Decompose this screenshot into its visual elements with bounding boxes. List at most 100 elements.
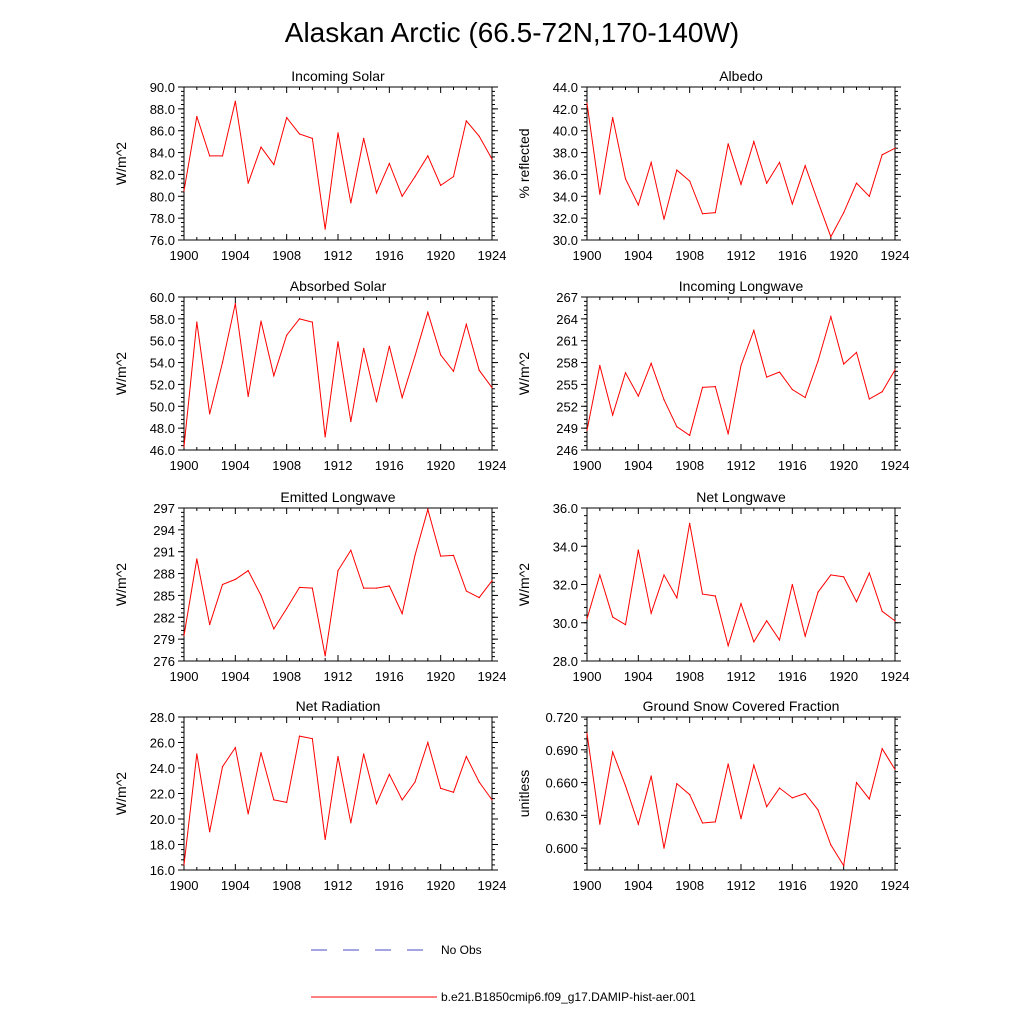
data-point: [183, 634, 185, 637]
data-point: [260, 594, 262, 597]
series-line: [586, 314, 896, 437]
y-tick-label: 0.630: [545, 808, 578, 823]
x-tick-label: 1920: [829, 248, 858, 263]
data-point: [830, 844, 832, 846]
data-point: [363, 347, 365, 349]
series-line: [183, 507, 493, 656]
data-point: [663, 847, 665, 849]
y-tick-label: 58.0: [150, 312, 175, 327]
y-tick-label: 76.0: [150, 233, 175, 248]
data-point: [868, 798, 870, 800]
data-point: [612, 751, 614, 753]
data-point: [273, 628, 275, 630]
y-tick-label: 30.0: [553, 616, 578, 631]
y-tick-label: 246: [556, 443, 578, 458]
panel-title: Albedo: [719, 68, 763, 84]
data-point: [586, 102, 588, 104]
data-point: [855, 601, 858, 603]
data-point: [650, 161, 652, 164]
legend-model-label: b.e21.B1850cmip6.f09_g17.DAMIP-hist-aer.…: [441, 990, 696, 1004]
data-point: [221, 766, 224, 768]
x-tick-label: 1908: [675, 248, 704, 263]
legend: No Obs b.e21.B1850cmip6.f09_g17.DAMIP-his…: [311, 943, 696, 1004]
data-point: [260, 146, 262, 148]
data-point: [491, 799, 493, 801]
plot-frame: [586, 716, 896, 871]
x-tick-label: 1908: [675, 669, 704, 684]
data-point: [440, 184, 442, 186]
data-point: [324, 655, 326, 657]
y-tick-label: 32.0: [553, 578, 578, 593]
data-point: [247, 570, 249, 572]
data-point: [491, 580, 493, 582]
y-tick-label: 16.0: [150, 863, 175, 878]
x-tick-label: 1904: [221, 669, 250, 684]
data-point: [427, 741, 429, 744]
data-point: [286, 801, 288, 804]
x-tick-label: 1900: [170, 878, 199, 893]
data-point: [221, 155, 224, 157]
data-point: [247, 395, 249, 398]
data-point: [427, 508, 429, 511]
x-tick-label: 1920: [829, 878, 858, 893]
y-tick-label: 86.0: [150, 124, 175, 139]
data-point: [586, 732, 588, 734]
data-point: [491, 387, 493, 389]
y-tick-label: 264: [556, 312, 578, 327]
data-point: [843, 363, 845, 365]
y-tick-label: 44.0: [553, 80, 578, 95]
data-point: [740, 183, 742, 185]
panel-5: Emitted Longwave W/m^2 1900 1904 1908 1912 191…: [113, 489, 506, 684]
data-point: [612, 117, 614, 119]
data-point: [452, 370, 455, 372]
data-point: [855, 182, 858, 184]
panel-title: Emitted Longwave: [280, 489, 395, 505]
y-tick-label: 56.0: [150, 334, 175, 349]
x-tick-label: 1912: [324, 878, 353, 893]
y-axis-label: W/m^2: [113, 563, 129, 606]
y-tick-label: 34.0: [553, 539, 578, 554]
panel-title: Incoming Longwave: [679, 278, 804, 294]
plot-frame: [183, 86, 493, 241]
data-point: [209, 623, 211, 626]
data-point: [804, 165, 806, 167]
data-point: [375, 401, 378, 403]
x-tick-label: 1916: [778, 458, 807, 473]
x-tick-label: 1904: [624, 458, 653, 473]
data-point: [689, 434, 691, 437]
data-point: [714, 595, 716, 597]
data-point: [766, 620, 768, 622]
data-point: [586, 429, 588, 431]
data-point: [740, 603, 742, 605]
y-tick-label: 82.0: [150, 167, 175, 182]
data-point: [286, 607, 288, 610]
data-point: [817, 360, 819, 362]
y-tick-label: 297: [153, 501, 175, 516]
data-point: [375, 587, 378, 589]
data-point: [401, 799, 403, 801]
data-point: [586, 618, 588, 620]
data-point: [676, 597, 678, 599]
data-point: [196, 321, 198, 323]
panels: Incoming Solar W/m^2 1900 1904 1908 1912 1916 1…: [113, 68, 909, 893]
data-point: [247, 813, 249, 815]
data-point: [452, 176, 455, 178]
y-tick-label: 38.0: [553, 146, 578, 161]
data-point: [337, 341, 339, 343]
y-tick-label: 46.0: [150, 443, 175, 458]
x-tick-label: 1908: [675, 458, 704, 473]
data-point: [624, 785, 627, 787]
y-tick-label: 0.660: [545, 776, 578, 791]
data-point: [452, 554, 455, 556]
y-tick-label: 261: [556, 334, 578, 349]
data-point: [221, 361, 224, 364]
x-tick-label: 1904: [624, 669, 653, 684]
data-point: [894, 768, 896, 771]
data-point: [440, 354, 442, 356]
x-tick-label: 1924: [881, 878, 910, 893]
y-tick-label: 50.0: [150, 399, 175, 414]
x-tick-label: 1920: [426, 458, 455, 473]
y-tick-label: 282: [153, 610, 175, 625]
data-point: [209, 413, 211, 415]
data-point: [637, 823, 639, 825]
